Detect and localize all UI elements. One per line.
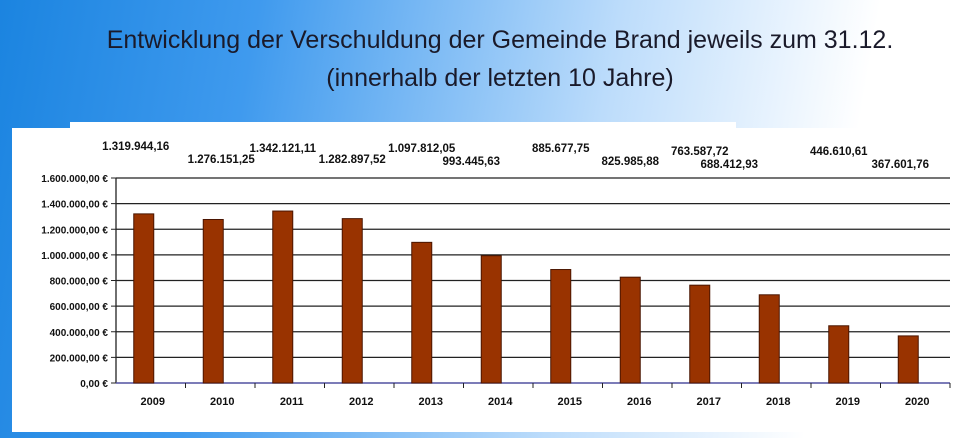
x-tick-label: 2018 <box>766 396 790 408</box>
bar-2010 <box>202 218 224 384</box>
bar-2020 <box>897 335 919 384</box>
x-tick-label: 2009 <box>141 396 165 408</box>
data-label: 446.610,61 <box>810 146 868 158</box>
x-tick-label: 2020 <box>905 396 929 408</box>
bar-2017 <box>689 284 711 384</box>
x-tick-label: 2010 <box>210 396 234 408</box>
x-tick-label: 2015 <box>558 396 582 408</box>
y-tick-label: 1.600.000,00 € <box>41 174 108 185</box>
y-tick-label: 0,00 € <box>80 379 108 390</box>
y-tick-label: 1.000.000,00 € <box>41 251 108 262</box>
data-label: 825.985,88 <box>601 156 659 168</box>
x-tick-label: 2016 <box>627 396 651 408</box>
data-label: 1.097.812,05 <box>388 143 456 155</box>
chart-subtitle: (innerhalb der letzten 10 Jahre) <box>326 64 674 92</box>
x-tick-label: 2012 <box>349 396 373 408</box>
y-tick-label: 400.000,00 € <box>50 328 109 339</box>
data-label: 1.319.944,16 <box>102 141 169 153</box>
y-tick-label: 600.000,00 € <box>50 302 109 313</box>
chart-panel-tab <box>70 122 736 130</box>
y-tick-label: 1.400.000,00 € <box>41 200 108 211</box>
y-tick-label: 800.000,00 € <box>50 277 109 288</box>
bar-2014 <box>480 255 502 384</box>
x-tick-label: 2017 <box>697 396 721 408</box>
x-tick-label: 2019 <box>836 396 860 408</box>
x-tick-label: 2011 <box>280 396 304 408</box>
bar-2011 <box>272 210 294 384</box>
bar-2018 <box>758 294 780 384</box>
chart-title: Entwicklung der Verschuldung der Gemeind… <box>106 26 894 54</box>
bar-2016 <box>619 276 641 384</box>
data-label: 1.282.897,52 <box>319 154 386 166</box>
x-tick-label: 2013 <box>419 396 443 408</box>
y-tick-label: 1.200.000,00 € <box>41 225 108 236</box>
data-label: 1.342.121,11 <box>249 143 316 155</box>
bar-2009 <box>133 213 155 384</box>
data-label: 763.587,72 <box>671 146 729 158</box>
data-label: 993.445,63 <box>442 156 500 168</box>
data-label: 688.412,93 <box>700 159 758 171</box>
bar-2012 <box>341 218 363 384</box>
data-label: 885.677,75 <box>532 143 590 155</box>
y-tick-label: 200.000,00 € <box>50 353 109 364</box>
x-tick-label: 2014 <box>488 396 513 408</box>
bar-2015 <box>550 269 572 384</box>
bar-2019 <box>828 325 850 384</box>
data-label: 367.601,76 <box>871 159 929 171</box>
bar-2013 <box>411 241 433 384</box>
data-label: 1.276.151,25 <box>188 154 256 166</box>
